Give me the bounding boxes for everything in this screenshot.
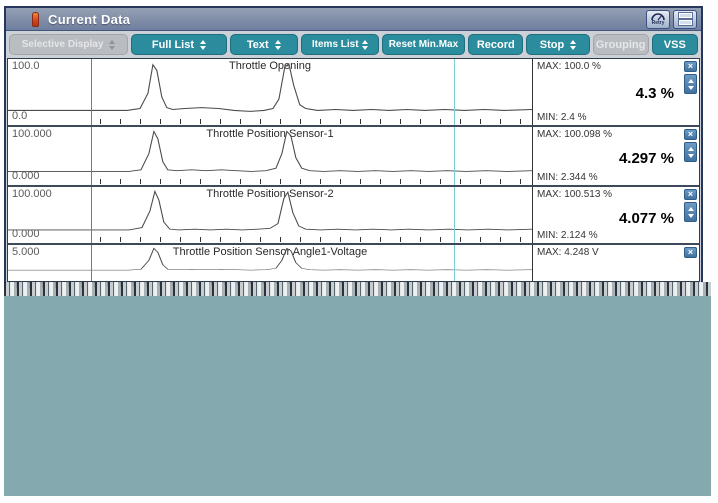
max-value: MAX: 100.0 % [537,61,601,72]
items-list-button[interactable]: Items List [300,34,379,55]
plot-area: 5.000 Throttle Position Sensor Angle1-Vo… [8,245,532,281]
scale-min-label: 0.000 [12,228,40,241]
current-data-window: Current Data Retry Selective Display [4,6,703,283]
layout-toggle-button[interactable] [673,9,697,29]
spinner-arrows-icon [200,39,207,50]
scale-max-label: 5.000 [12,246,40,259]
window-title: Current Data [48,11,131,27]
spinner-arrows-icon [361,39,368,50]
scale-max-label: 100.0 [12,60,40,72]
close-row-button[interactable]: × [684,189,697,201]
move-row-button[interactable] [684,74,697,94]
close-row-button[interactable]: × [684,247,697,259]
chart-row-throttle-opening: 100.0 Throttle Opening 0.0 MAX: 100.0 % … [8,59,699,128]
chart-panel: 100.0 Throttle Opening 0.0 MAX: 100.0 % … [7,58,700,282]
spinner-arrows-icon [274,39,281,50]
toolbar: Selective Display Full List Text Items L… [6,31,701,58]
scale-min-label: 0.000 [12,170,40,183]
spinner-arrows-icon [109,39,116,50]
chart-row-tps1: 100.000 Throttle Position Sensor-1 0.000… [8,127,699,188]
desktop-background [4,296,711,496]
cursor-line-orange[interactable] [91,59,92,126]
max-value: MAX: 4.248 V [537,247,599,259]
value-panel: MAX: 100.098 % 4.297 % MIN: 2.344 % [532,127,682,186]
cursor-line-cyan[interactable] [454,187,455,244]
scale-min-label: 0.0 [12,110,28,123]
close-row-button[interactable]: × [684,129,697,141]
cursor-line-orange[interactable] [91,187,92,244]
screen-tear-artifact [4,282,711,296]
move-row-button[interactable] [684,202,697,223]
value-panel: MAX: 4.248 V [532,245,682,281]
min-value: MIN: 2.4 % [537,112,587,124]
signal-trace [8,62,532,112]
signal-trace [8,189,532,231]
vss-button[interactable]: VSS [651,34,699,55]
plot-title: Throttle Position Sensor-1 [206,128,334,141]
max-value: MAX: 100.513 % [537,189,613,201]
cursor-line-cyan[interactable] [454,59,455,126]
full-list-button[interactable]: Full List [131,34,227,55]
chart-row-tps2: 100.000 Throttle Position Sensor-2 0.000… [8,187,699,246]
current-value: 4.297 % [618,150,674,168]
value-panel: MAX: 100.513 % 4.077 % MIN: 2.124 % [532,187,682,244]
close-row-button[interactable]: × [684,61,697,72]
gauge-icon [651,13,665,21]
current-value: 4.077 % [618,209,674,227]
min-value: MIN: 2.124 % [537,230,598,242]
selective-display-button[interactable]: Selective Display [9,34,129,55]
grouping-button[interactable]: Grouping [592,34,649,55]
retry-label: Retry [651,20,665,26]
plot-area: 100.000 Throttle Position Sensor-1 0.000 [8,127,532,186]
signal-trace [8,247,532,271]
reset-minmax-button[interactable]: Reset Min.Max [381,34,466,55]
record-button[interactable]: Record [468,34,524,55]
status-flame-icon [32,11,39,27]
time-axis-ticks [100,119,528,125]
plot-area: 100.000 Throttle Position Sensor-2 0.000 [8,187,532,244]
plot-title: Throttle Position Sensor-2 [206,188,334,201]
plot-title: Throttle Position Sensor Angle1-Voltage [172,246,368,259]
scale-max-label: 100.000 [12,188,52,201]
title-bar: Current Data Retry [6,8,701,31]
stacked-windows-icon [678,13,692,25]
move-row-button[interactable] [684,142,697,163]
time-axis-ticks [100,179,528,185]
min-value: MIN: 2.344 % [537,172,598,184]
plot-area: 100.0 Throttle Opening 0.0 [8,59,532,126]
value-panel: MAX: 100.0 % 4.3 % MIN: 2.4 % [532,59,682,126]
cursor-line-cyan[interactable] [454,245,455,281]
current-value: 4.3 % [635,85,674,103]
cursor-line-orange[interactable] [91,245,92,281]
cursor-line-cyan[interactable] [454,127,455,186]
stop-button[interactable]: Stop [526,34,590,55]
chart-row-tps-angle1-voltage: 5.000 Throttle Position Sensor Angle1-Vo… [8,245,699,281]
scale-max-label: 100.000 [12,128,52,141]
retry-button[interactable]: Retry [646,9,670,29]
text-mode-button[interactable]: Text [229,34,298,55]
cursor-line-orange[interactable] [91,127,92,186]
spinner-arrows-icon [570,39,577,50]
time-axis-ticks [100,237,528,243]
max-value: MAX: 100.098 % [537,129,613,141]
signal-trace [8,129,532,172]
